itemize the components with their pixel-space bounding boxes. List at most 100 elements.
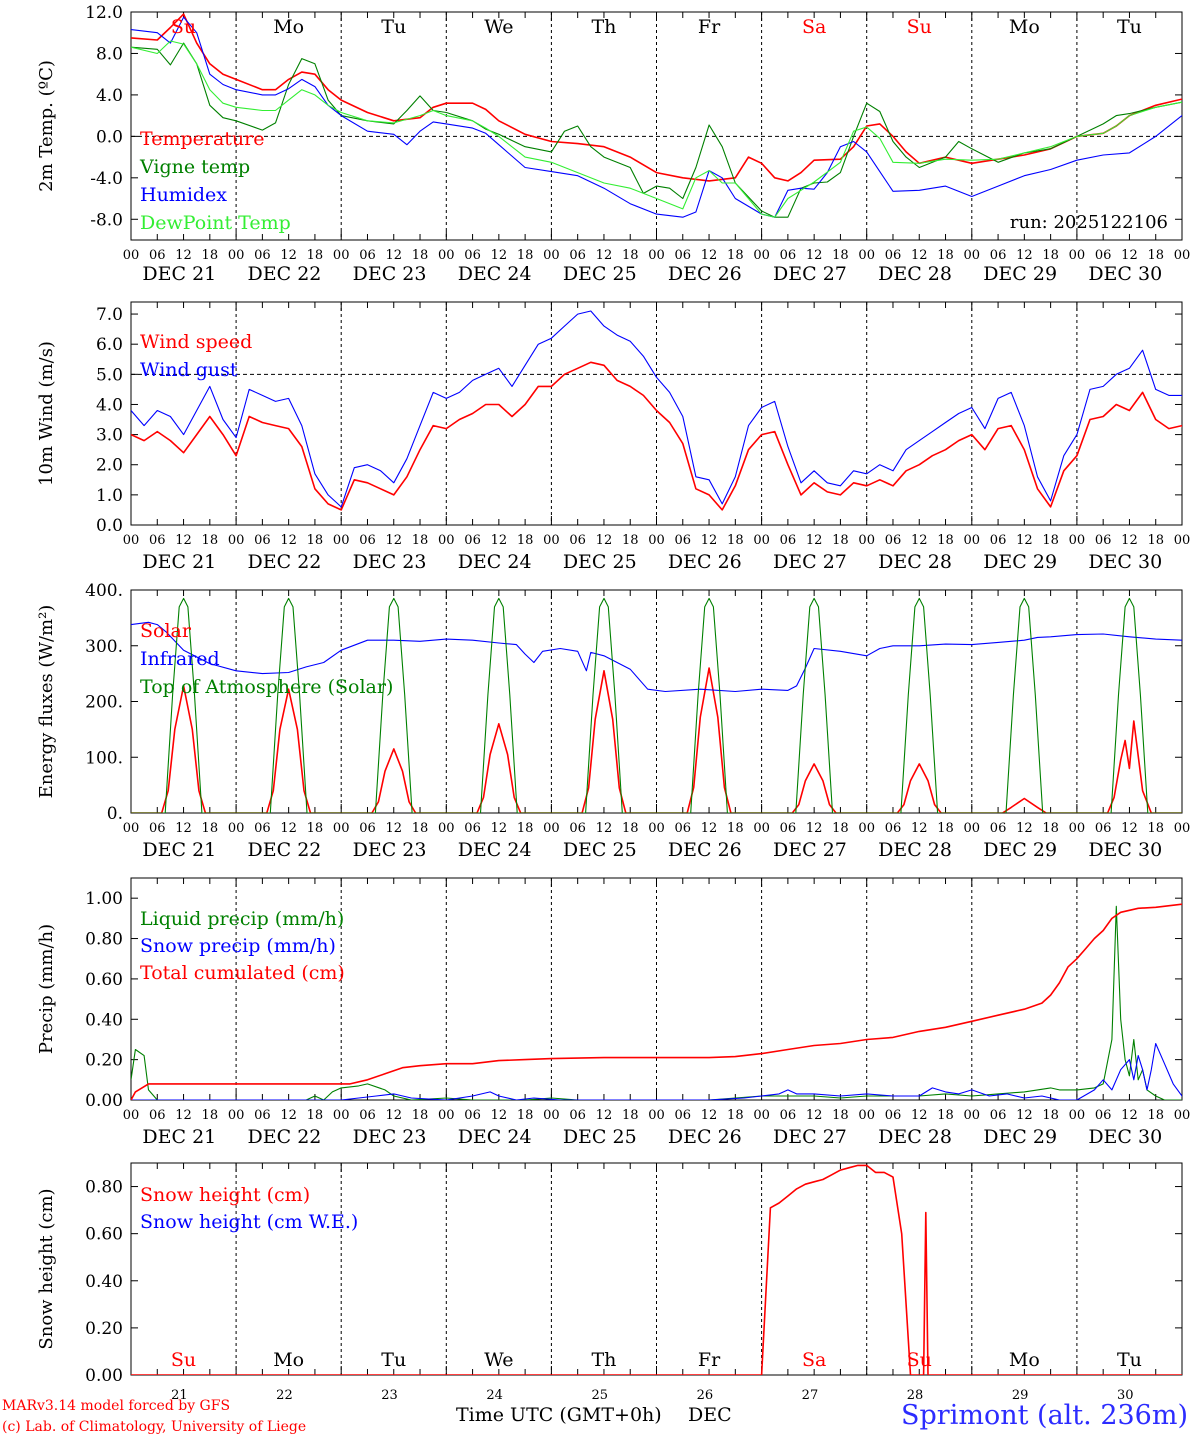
hour-tick-label: 06 <box>780 533 797 548</box>
hour-tick-label: 18 <box>727 1108 744 1123</box>
hour-tick-label: 12 <box>1121 821 1138 836</box>
hour-tick-label: 18 <box>1147 1108 1164 1123</box>
hour-tick-label: 00 <box>858 1108 875 1123</box>
y-tick-label: 0.0 <box>96 127 123 147</box>
date-label: DEC 21 <box>142 263 216 285</box>
hour-tick-label: 06 <box>569 533 586 548</box>
hour-tick-label: 06 <box>569 1108 586 1123</box>
hour-tick-label: 12 <box>175 533 192 548</box>
date-label: DEC 23 <box>353 551 427 573</box>
date-label: DEC 28 <box>878 839 952 861</box>
hour-tick-label: 06 <box>990 248 1007 263</box>
weekday-label: Th <box>591 16 616 38</box>
hour-tick-label: 18 <box>832 821 849 836</box>
date-label: DEC 22 <box>248 263 322 285</box>
hour-tick-label: 18 <box>727 533 744 548</box>
hour-tick-label: 00 <box>1069 533 1086 548</box>
hour-tick-label: 00 <box>228 248 245 263</box>
y-tick-label: 0.20 <box>85 1051 123 1071</box>
hour-tick-label: 06 <box>1095 1108 1112 1123</box>
legend-entry: Vigne temp <box>139 156 250 178</box>
hour-tick-label: 12 <box>701 248 718 263</box>
series-humidex <box>131 16 1182 218</box>
x-axis-unit: DEC <box>688 1404 732 1426</box>
date-label: DEC 24 <box>458 839 532 861</box>
weekday-label: Mo <box>273 1349 304 1371</box>
hour-tick-label: 12 <box>596 533 613 548</box>
hour-tick-label: 12 <box>491 533 508 548</box>
hour-tick-label: 12 <box>1016 1108 1033 1123</box>
hour-tick-label: 18 <box>202 533 219 548</box>
hour-tick-label: 18 <box>1042 248 1059 263</box>
hour-tick-label: 00 <box>543 821 560 836</box>
hour-tick-label: 06 <box>569 821 586 836</box>
hour-tick-label: 00 <box>123 248 140 263</box>
hour-tick-label: 00 <box>964 1108 981 1123</box>
y-tick-label: 200. <box>85 693 123 713</box>
hour-tick-label: 00 <box>123 821 140 836</box>
hour-tick-label: 12 <box>806 248 823 263</box>
weekday-label: Su <box>907 1349 932 1371</box>
hour-tick-label: 06 <box>885 1108 902 1123</box>
date-label: DEC 24 <box>458 551 532 573</box>
legend-entry: Liquid precip (mm/h) <box>140 908 344 930</box>
y-tick-label: 0.20 <box>85 1319 123 1339</box>
hour-tick-label: 18 <box>937 821 954 836</box>
date-label: DEC 23 <box>353 263 427 285</box>
panel-snow: 0.00 0.20 0.40 0.60 0.80 Snow height (cm) Snow… <box>36 1162 1183 1403</box>
hour-tick-label: 06 <box>1095 821 1112 836</box>
hour-tick-label: 12 <box>1016 248 1033 263</box>
hour-tick-label: 06 <box>990 1108 1007 1123</box>
y-tick-label: 6.0 <box>96 335 123 355</box>
y-tick-label: -4.0 <box>90 169 123 189</box>
hour-tick-label: 06 <box>254 821 271 836</box>
y-tick-label: 0.60 <box>85 970 123 990</box>
hour-tick-label: 18 <box>412 248 429 263</box>
panel-energy: 0. 100. 200. 300. 400. Energy fluxes (W/m²) 00… <box>36 581 1190 861</box>
hour-tick-label: 06 <box>254 1108 271 1123</box>
hour-tick-label: 18 <box>202 1108 219 1123</box>
date-label: DEC 29 <box>983 1126 1057 1148</box>
hour-tick-label: 06 <box>149 248 166 263</box>
hour-tick-label: 06 <box>675 821 692 836</box>
hour-tick-label: 12 <box>911 1108 928 1123</box>
hour-tick-label: 06 <box>1095 248 1112 263</box>
hour-tick-label: 00 <box>543 533 560 548</box>
weekday-label: Tu <box>381 16 406 38</box>
day-number-label: 27 <box>802 1388 819 1403</box>
y-tick-label: 400. <box>85 581 123 601</box>
y-axis-title: 2m Temp. (ºC) <box>36 60 57 192</box>
y-tick-label: 12.0 <box>85 3 123 23</box>
y-tick-label: 0.40 <box>85 1272 123 1292</box>
hour-tick-label: 18 <box>202 821 219 836</box>
hour-tick-label: 00 <box>648 533 665 548</box>
hour-tick-label: 18 <box>1042 1108 1059 1123</box>
hour-tick-label: 12 <box>175 821 192 836</box>
hour-tick-label: 00 <box>753 533 770 548</box>
hour-tick-label: 12 <box>911 821 928 836</box>
hour-tick-label: 06 <box>149 1108 166 1123</box>
hour-tick-label: 00 <box>1069 248 1086 263</box>
legend-entry: Infrared <box>140 648 220 670</box>
y-tick-label: 300. <box>85 637 123 657</box>
hour-tick-label: 18 <box>412 533 429 548</box>
date-label: DEC 22 <box>248 551 322 573</box>
hour-tick-label: 06 <box>885 821 902 836</box>
legend-entry: Top of Atmosphere (Solar) <box>140 676 393 698</box>
hour-tick-label: 18 <box>832 533 849 548</box>
series-liquid-precip-mm-h <box>131 905 1182 1100</box>
hour-tick-label: 06 <box>675 248 692 263</box>
date-label: DEC 28 <box>878 1126 952 1148</box>
hour-tick-label: 06 <box>254 248 271 263</box>
y-tick-label: 2.0 <box>96 456 123 476</box>
weekday-label: Su <box>171 1349 196 1371</box>
hour-tick-label: 12 <box>491 248 508 263</box>
hour-tick-label: 18 <box>412 821 429 836</box>
y-tick-label: 0. <box>107 804 123 824</box>
hour-tick-label: 00 <box>228 1108 245 1123</box>
hour-tick-label: 06 <box>464 248 481 263</box>
date-label: DEC 30 <box>1088 551 1162 573</box>
legend-entry: Temperature <box>140 128 264 150</box>
hour-tick-label: 06 <box>359 533 376 548</box>
hour-tick-label: 12 <box>280 248 297 263</box>
